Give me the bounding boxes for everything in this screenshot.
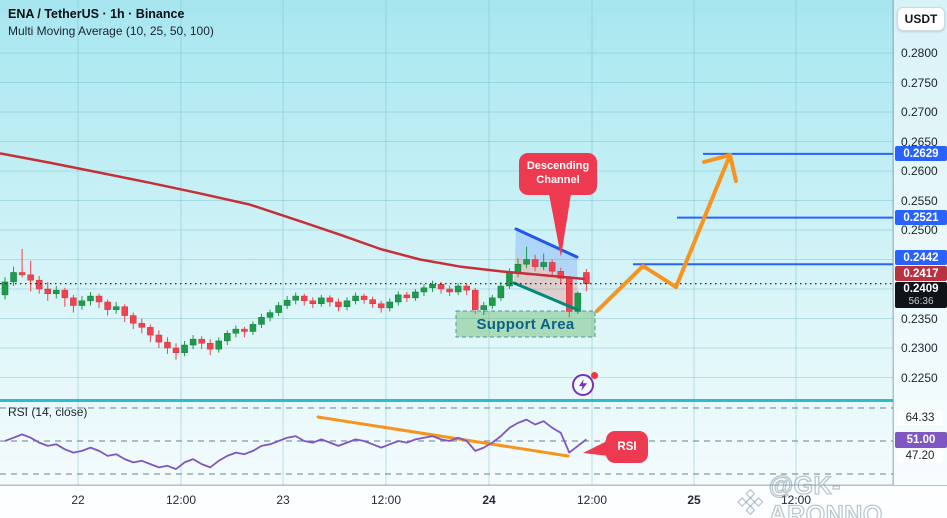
- price-tick-label: 0.2750: [901, 75, 938, 90]
- chart-legend: ENA / TetherUS · 1h · Binance Multi Movi…: [8, 6, 214, 39]
- rsi-level-label: 64.33: [897, 411, 943, 425]
- support-area-label[interactable]: Support Area: [476, 316, 575, 333]
- usdt-button[interactable]: USDT: [897, 7, 945, 31]
- price-tick-label: 0.2700: [901, 105, 938, 119]
- price-tick-label: 0.2800: [901, 46, 938, 60]
- descending-channel-callout[interactable]: Descending Channel: [519, 153, 597, 195]
- price-tick-label: 0.2600: [901, 164, 938, 178]
- time-tick-label: 24: [482, 493, 496, 507]
- price-badge-0.2442: 0.2442: [895, 250, 947, 265]
- time-tick-label: 23: [276, 493, 290, 507]
- rsi-level-label: 47.20: [897, 449, 943, 463]
- price-tick-label: 0.2250: [901, 370, 938, 385]
- notification-dot-icon: [591, 372, 598, 379]
- price-tick-label: 0.2350: [901, 311, 938, 326]
- lightning-icon: [572, 374, 594, 396]
- price-badge-0.2629: 0.2629: [895, 146, 947, 161]
- price-badge-0.2521: 0.2521: [895, 210, 947, 225]
- indicator-title[interactable]: Multi Moving Average (10, 25, 50, 100): [8, 23, 214, 38]
- price-tick-label: 0.2650: [901, 134, 938, 149]
- price-badge-0.2409: 0.2409 56:36: [895, 282, 947, 308]
- time-tick-label: 22: [71, 493, 85, 507]
- time-tick-label: 12:00: [780, 493, 812, 507]
- price-axis[interactable]: USDT 0.2800 0.2750 0.2700 0.2650 0.2600 0.255…: [893, 0, 947, 485]
- time-tick-label: 12:00: [370, 493, 402, 507]
- flash-event-icon[interactable]: [572, 372, 598, 398]
- symbol-title[interactable]: ENA / TetherUS · 1h · Binance: [8, 7, 185, 21]
- price-tick-label: 0.2500: [901, 223, 938, 237]
- time-tick-label: 12:00: [165, 493, 197, 507]
- rsi-indicator-label[interactable]: RSI (14, close): [8, 405, 88, 419]
- time-axis[interactable]: 22 12:00 23 12:00 24 12:00 25 12:00: [0, 485, 947, 518]
- time-tick-label: 12:00: [576, 493, 608, 507]
- countdown-label: 56:36: [908, 295, 934, 307]
- time-tick-label: 25: [687, 493, 701, 507]
- rsi-value-badge: 51.00: [895, 432, 947, 448]
- price-badge-0.2417: 0.2417: [895, 266, 947, 281]
- rsi-callout[interactable]: RSI: [606, 431, 648, 463]
- price-tick-label: 0.2300: [901, 341, 938, 355]
- price-tick-label: 0.2550: [901, 193, 938, 208]
